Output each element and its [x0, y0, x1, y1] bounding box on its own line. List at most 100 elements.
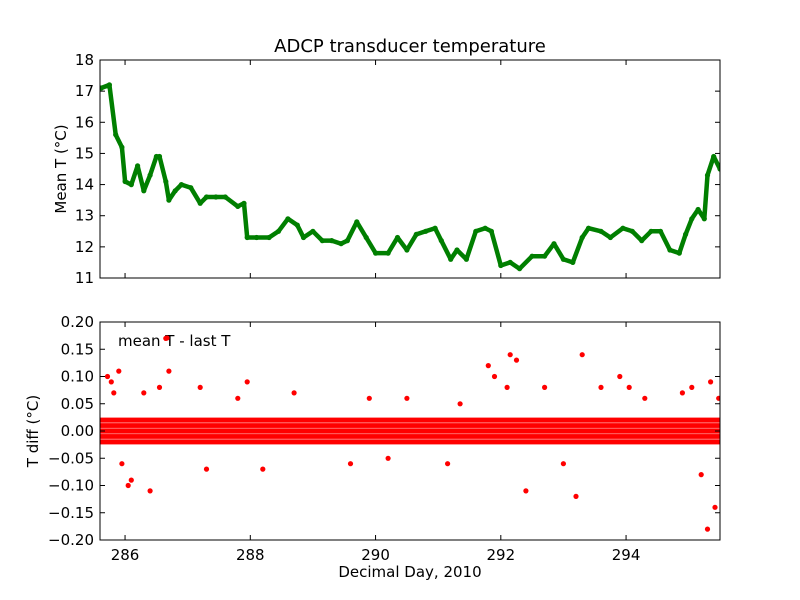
temperature-point	[203, 194, 210, 200]
diff-point	[147, 488, 153, 494]
bottom-y-axis-label: T diff (°C)	[24, 395, 42, 468]
legend-marker	[164, 335, 170, 341]
diff-point	[560, 461, 567, 467]
diff-point	[573, 493, 579, 499]
bottom-plot-area	[100, 335, 720, 532]
top-y-tick-label: 15	[75, 144, 94, 162]
temperature-point	[598, 228, 604, 234]
temperature-point	[717, 166, 720, 172]
temperature-point	[438, 238, 444, 244]
chart-title: ADCP transducer temperature	[274, 36, 546, 57]
diff-dense-band	[100, 417, 720, 445]
diff-point	[491, 373, 498, 380]
diff-point	[716, 395, 720, 401]
temperature-point	[135, 163, 141, 169]
temperature-point	[394, 234, 401, 241]
temperature-point	[329, 238, 335, 244]
diff-point	[679, 390, 686, 396]
temperature-point	[266, 234, 272, 241]
x-tick-label: 294	[612, 546, 641, 564]
temperature-point	[551, 241, 557, 247]
diff-point	[485, 363, 491, 369]
temperature-point	[629, 228, 635, 234]
temperature-point	[676, 250, 682, 256]
diff-point	[128, 477, 134, 483]
temperature-point	[119, 144, 125, 150]
diff-point	[244, 379, 250, 385]
diff-point	[445, 461, 451, 467]
temperature-point	[354, 219, 360, 225]
temperature-point	[463, 256, 469, 262]
temperature-point	[275, 228, 282, 234]
temperature-point	[141, 188, 147, 194]
temperature-point	[607, 234, 614, 241]
temperature-point	[648, 228, 654, 234]
bottom-y-tick-label: 0.05	[61, 395, 94, 413]
diff-point	[104, 373, 111, 380]
x-tick-label: 288	[236, 546, 265, 564]
diff-point	[579, 352, 585, 358]
temperature-point	[689, 216, 695, 222]
bottom-y-tick-label: 0.20	[61, 313, 94, 331]
bottom-y-tick-label: 0.15	[61, 340, 94, 358]
temperature-series-line	[100, 82, 720, 271]
temperature-point	[579, 234, 585, 241]
diff-point	[404, 395, 410, 401]
temperature-point	[147, 172, 153, 178]
temperature-point	[241, 200, 247, 206]
diff-point	[698, 472, 704, 478]
diff-point	[119, 461, 125, 467]
temperature-point	[244, 234, 250, 241]
diff-point	[116, 368, 122, 374]
diff-point	[366, 395, 372, 401]
temperature-point	[300, 234, 307, 241]
diff-point	[704, 526, 711, 532]
diff-point	[141, 390, 147, 396]
temperature-point	[163, 178, 169, 185]
bottom-y-tick-label: 0.10	[61, 368, 94, 386]
diff-point	[598, 384, 604, 390]
temperature-point	[432, 225, 438, 231]
diff-point	[166, 368, 172, 374]
temperature-point	[542, 253, 548, 259]
temperature-point	[482, 225, 488, 231]
temperature-point	[235, 203, 241, 209]
temperature-point	[344, 238, 350, 244]
temperature-point	[213, 194, 219, 200]
top-y-tick-label: 13	[75, 207, 94, 225]
x-tick-label: 286	[111, 546, 140, 564]
temperature-point	[172, 188, 178, 194]
temperature-point	[657, 228, 664, 234]
bottom-y-tick-label: −0.20	[48, 531, 94, 549]
temperature-point	[285, 216, 291, 222]
diff-point	[504, 384, 510, 390]
x-axis-label: Decimal Day, 2010	[338, 563, 481, 581]
temperature-point	[454, 247, 460, 253]
diff-point	[712, 504, 718, 510]
temperature-point	[529, 253, 535, 259]
temperature-point	[363, 234, 369, 241]
bottom-panel: −0.20 −0.15 −0.10 −0.05 0.00 0.05 0.10 0.15 0.20…	[24, 313, 721, 581]
temperature-point	[423, 228, 429, 234]
diff-point	[457, 401, 463, 407]
top-plot-area	[100, 82, 720, 272]
temperature-point	[294, 222, 300, 228]
diff-point	[108, 379, 114, 385]
temperature-point	[695, 206, 701, 213]
top-ticks: 11 12 13 14 15 16 17 18	[75, 51, 720, 287]
temperature-point	[385, 250, 391, 256]
temperature-point	[373, 250, 379, 256]
bottom-y-tick-label: −0.15	[48, 504, 94, 522]
top-y-axis-label: Mean T (°C)	[52, 124, 70, 213]
diff-point	[523, 488, 529, 494]
bottom-y-tick-label: −0.05	[48, 449, 94, 467]
temperature-point	[188, 185, 194, 191]
temperature-point	[639, 238, 645, 244]
temperature-point	[570, 259, 576, 265]
diff-point	[156, 384, 163, 390]
x-tick-label: 292	[486, 546, 515, 564]
temperature-point	[560, 256, 567, 262]
top-y-tick-label: 18	[75, 51, 94, 69]
temperature-point	[156, 153, 163, 160]
